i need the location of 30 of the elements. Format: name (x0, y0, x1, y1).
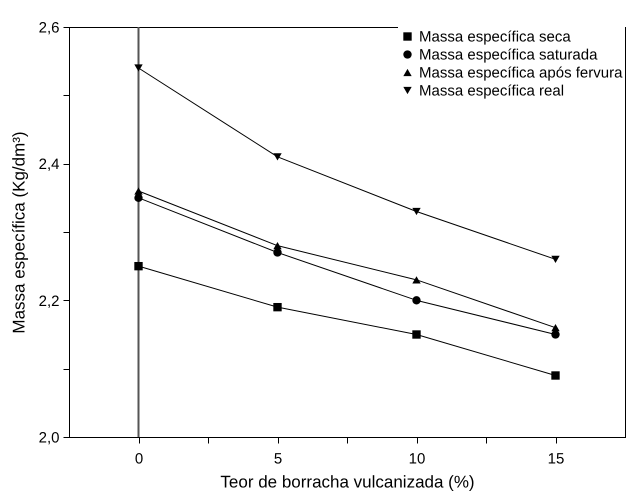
x-axis-title: Teor de borracha vulcanizada (%) (220, 472, 475, 492)
x-tick-label: 15 (548, 450, 564, 468)
point (273, 302, 282, 312)
point (551, 324, 560, 332)
legend-label: Massa específica após fervura (419, 64, 624, 82)
point (551, 371, 560, 380)
x-tick-label: 5 (274, 450, 282, 468)
point (134, 194, 143, 202)
point (273, 248, 282, 257)
y-tick-label: 2,2 (38, 292, 60, 310)
legend-label: Massa específica real (419, 82, 564, 100)
legend-label: Massa específica saturada (419, 46, 598, 64)
point (134, 187, 143, 195)
point (134, 262, 143, 270)
y-tick-label: 2,0 (38, 430, 60, 446)
point (134, 64, 143, 72)
point (273, 242, 282, 250)
point (412, 276, 421, 284)
point (551, 256, 560, 263)
point (273, 153, 282, 160)
legend-label: Massa específica seca (419, 28, 572, 46)
y-tick-label: 2,4 (38, 156, 60, 174)
point (412, 330, 421, 339)
point (412, 296, 421, 305)
y-axis-title: Massa específica (Kg/dm³) (10, 131, 29, 334)
point (551, 330, 560, 339)
x-tick-label: 10 (408, 450, 426, 468)
point (412, 208, 421, 216)
x-tick-label: 0 (134, 450, 144, 468)
y-tick-label: 2,6 (38, 20, 60, 36)
